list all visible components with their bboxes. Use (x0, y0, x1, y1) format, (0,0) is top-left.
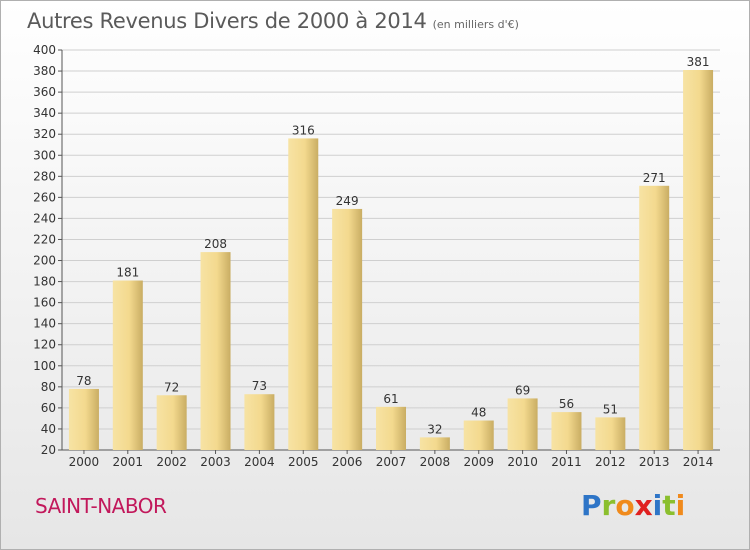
bar-value-label: 32 (427, 422, 442, 436)
bar-value-label: 56 (559, 397, 574, 411)
y-tick-label: 300 (33, 148, 56, 162)
logo-letter: r (601, 489, 616, 522)
logo-letter: t (662, 489, 676, 522)
bar-value-label: 208 (204, 237, 227, 251)
bar (68, 388, 99, 450)
bar (551, 412, 582, 450)
bar-value-label: 51 (603, 402, 618, 416)
bar (156, 395, 187, 450)
bar (639, 185, 670, 450)
bar (244, 394, 275, 450)
x-tick-label: 2013 (639, 455, 670, 469)
chart-title: Autres Revenus Divers de 2000 à 2014 (en … (27, 9, 519, 33)
y-tick-label: 360 (33, 85, 56, 99)
y-tick-label: 100 (33, 359, 56, 373)
bar-value-label: 181 (116, 266, 139, 280)
bar-value-label: 381 (687, 55, 710, 69)
bar-value-label: 249 (336, 194, 359, 208)
x-tick-label: 2007 (376, 455, 407, 469)
x-tick-label: 2000 (69, 455, 100, 469)
y-tick-label: 160 (33, 296, 56, 310)
bar (376, 406, 406, 450)
bar (595, 417, 626, 450)
y-tick-label: 40 (41, 422, 56, 436)
x-tick-label: 2008 (420, 455, 451, 469)
x-tick-label: 2012 (595, 455, 626, 469)
y-tick-label: 400 (33, 43, 56, 57)
y-tick-label: 380 (33, 64, 56, 78)
bar (507, 398, 538, 450)
bar-value-label: 73 (252, 379, 267, 393)
bar (112, 280, 143, 450)
bar-value-label: 69 (515, 383, 530, 397)
y-tick-label: 180 (33, 275, 56, 289)
logo-letter: P (581, 489, 602, 522)
x-tick-label: 2006 (332, 455, 363, 469)
x-tick-label: 2003 (200, 455, 231, 469)
bar-value-label: 271 (643, 171, 666, 185)
bar-value-label: 48 (471, 406, 486, 420)
bar (683, 70, 714, 450)
x-tick-label: 2004 (244, 455, 275, 469)
y-tick-label: 220 (33, 232, 56, 246)
y-tick-label: 260 (33, 190, 56, 204)
title-text: Autres Revenus Divers de 2000 à 2014 (27, 9, 427, 33)
logo-letter: i (675, 489, 686, 522)
x-tick-label: 2014 (683, 455, 714, 469)
y-tick-label: 320 (33, 127, 56, 141)
x-tick-label: 2011 (551, 455, 582, 469)
y-tick-label: 60 (41, 401, 56, 415)
chart-subtitle: (en milliers d'€) (432, 18, 519, 31)
bar-value-label: 72 (164, 380, 179, 394)
y-tick-label: 80 (41, 380, 56, 394)
logo-letter: x (634, 489, 653, 522)
y-tick-label: 280 (33, 169, 56, 183)
bar (288, 138, 319, 450)
bar (332, 208, 363, 450)
proxiti-logo: Proxiti (581, 489, 685, 522)
logo-letter: o (615, 489, 635, 522)
x-tick-label: 2010 (507, 455, 538, 469)
y-tick-label: 240 (33, 211, 56, 225)
y-tick-label: 340 (33, 106, 56, 120)
x-tick-label: 2009 (463, 455, 494, 469)
x-tick-label: 2001 (113, 455, 144, 469)
y-tick-label: 140 (33, 317, 56, 331)
x-tick-label: 2005 (288, 455, 319, 469)
city-name: SAINT-NABOR (35, 494, 167, 518)
bar (419, 437, 450, 450)
bar (463, 420, 494, 450)
y-tick-label: 200 (33, 254, 56, 268)
bar-value-label: 78 (76, 374, 91, 388)
logo-letter: i (652, 489, 663, 522)
bar (200, 252, 231, 450)
y-tick-label: 120 (33, 338, 56, 352)
bar-value-label: 316 (292, 123, 315, 137)
bar-value-label: 61 (383, 392, 398, 406)
x-tick-label: 2002 (156, 455, 187, 469)
y-tick-label: 20 (41, 443, 56, 457)
